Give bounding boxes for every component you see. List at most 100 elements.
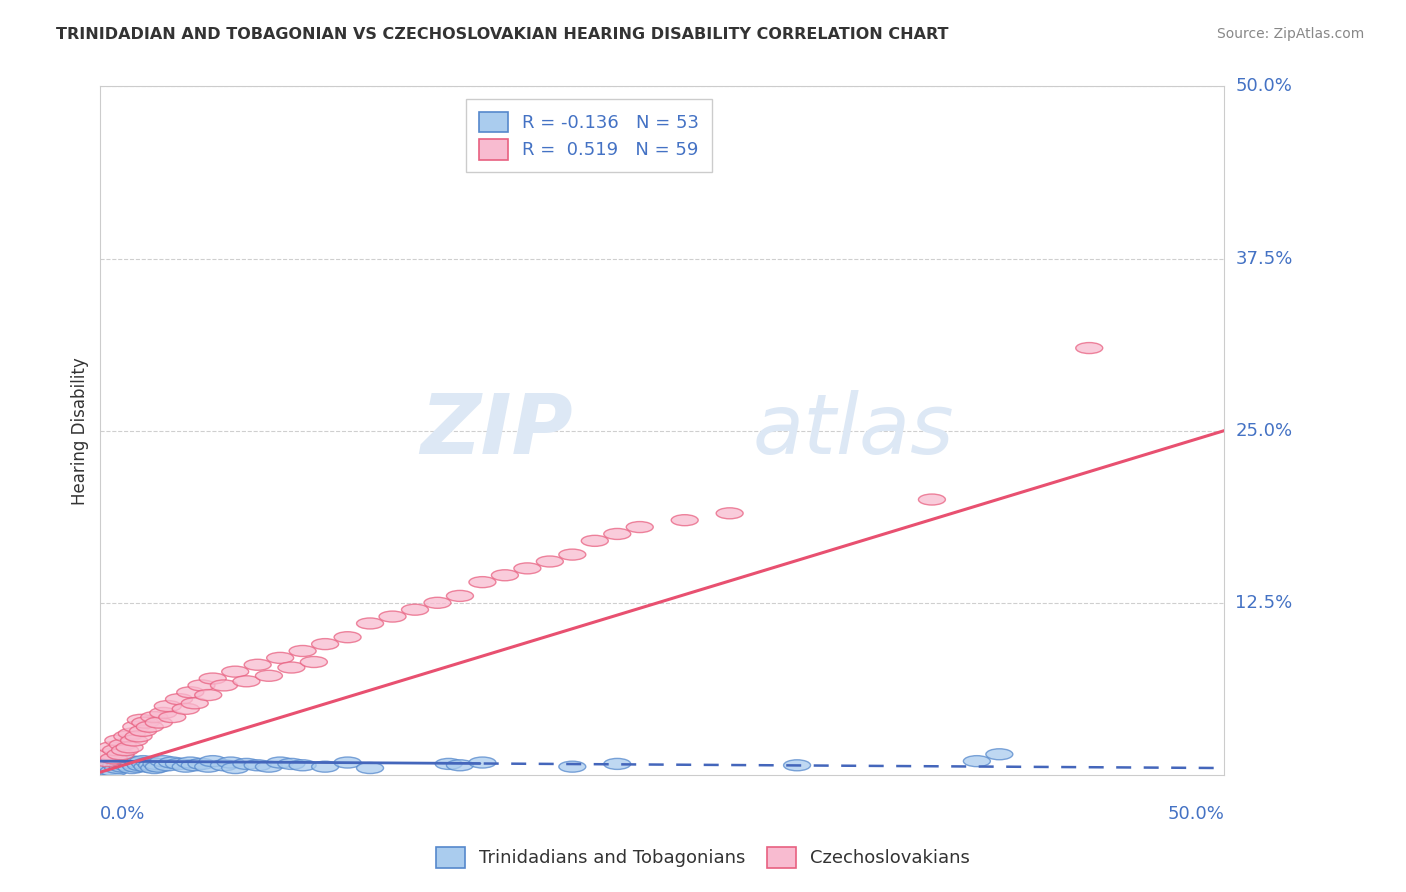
Ellipse shape: [132, 758, 159, 770]
Ellipse shape: [200, 756, 226, 766]
Ellipse shape: [134, 761, 162, 772]
Ellipse shape: [173, 761, 200, 772]
Ellipse shape: [132, 717, 159, 728]
Legend: R = -0.136   N = 53, R =  0.519   N = 59: R = -0.136 N = 53, R = 0.519 N = 59: [467, 99, 711, 172]
Ellipse shape: [177, 757, 204, 768]
Text: 50.0%: 50.0%: [1167, 805, 1225, 823]
Ellipse shape: [136, 722, 163, 732]
Ellipse shape: [159, 757, 186, 768]
Ellipse shape: [129, 725, 156, 737]
Ellipse shape: [114, 731, 141, 742]
Ellipse shape: [312, 761, 339, 772]
Ellipse shape: [222, 763, 249, 773]
Ellipse shape: [211, 760, 238, 771]
Ellipse shape: [111, 745, 139, 756]
Text: 0.0%: 0.0%: [100, 805, 146, 823]
Ellipse shape: [150, 707, 177, 718]
Ellipse shape: [103, 760, 129, 771]
Ellipse shape: [335, 757, 361, 768]
Ellipse shape: [105, 763, 132, 773]
Ellipse shape: [96, 748, 122, 760]
Ellipse shape: [117, 742, 143, 753]
Ellipse shape: [436, 758, 463, 770]
Ellipse shape: [188, 680, 215, 691]
Ellipse shape: [100, 765, 128, 776]
Ellipse shape: [380, 611, 406, 622]
Ellipse shape: [118, 728, 145, 739]
Ellipse shape: [117, 756, 143, 766]
Ellipse shape: [492, 570, 519, 581]
Ellipse shape: [312, 639, 339, 649]
Ellipse shape: [181, 698, 208, 709]
Ellipse shape: [290, 646, 316, 657]
Ellipse shape: [267, 757, 294, 768]
Legend: Trinidadians and Tobagonians, Czechoslovakians: Trinidadians and Tobagonians, Czechoslov…: [425, 836, 981, 879]
Ellipse shape: [122, 761, 150, 772]
Ellipse shape: [671, 515, 699, 525]
Ellipse shape: [470, 757, 496, 768]
Ellipse shape: [181, 760, 208, 771]
Text: atlas: atlas: [752, 390, 953, 471]
Ellipse shape: [195, 690, 222, 700]
Ellipse shape: [94, 764, 121, 775]
Ellipse shape: [256, 670, 283, 681]
Ellipse shape: [217, 757, 245, 768]
Ellipse shape: [1076, 343, 1102, 353]
Ellipse shape: [111, 757, 139, 768]
Ellipse shape: [166, 694, 193, 705]
Ellipse shape: [402, 604, 429, 615]
Ellipse shape: [121, 758, 148, 770]
Text: Source: ZipAtlas.com: Source: ZipAtlas.com: [1216, 27, 1364, 41]
Y-axis label: Hearing Disability: Hearing Disability: [72, 357, 89, 505]
Ellipse shape: [155, 760, 181, 771]
Ellipse shape: [357, 763, 384, 773]
Ellipse shape: [114, 760, 141, 771]
Ellipse shape: [125, 757, 152, 768]
Ellipse shape: [105, 735, 132, 746]
Text: 50.0%: 50.0%: [1236, 78, 1292, 95]
Ellipse shape: [128, 714, 155, 725]
Ellipse shape: [98, 742, 125, 753]
Ellipse shape: [290, 760, 316, 771]
Ellipse shape: [110, 739, 136, 750]
Text: TRINIDADIAN AND TOBAGONIAN VS CZECHOSLOVAKIAN HEARING DISABILITY CORRELATION CHA: TRINIDADIAN AND TOBAGONIAN VS CZECHOSLOV…: [56, 27, 949, 42]
Ellipse shape: [581, 535, 609, 546]
Ellipse shape: [335, 632, 361, 643]
Ellipse shape: [447, 591, 474, 601]
Ellipse shape: [256, 761, 283, 772]
Ellipse shape: [626, 522, 654, 533]
Text: 37.5%: 37.5%: [1236, 250, 1292, 268]
Text: 25.0%: 25.0%: [1236, 422, 1292, 440]
Ellipse shape: [233, 676, 260, 687]
Ellipse shape: [98, 761, 125, 772]
Ellipse shape: [141, 712, 167, 723]
Ellipse shape: [603, 758, 631, 770]
Ellipse shape: [145, 717, 173, 728]
Ellipse shape: [128, 760, 155, 771]
Ellipse shape: [278, 758, 305, 770]
Ellipse shape: [267, 652, 294, 664]
Ellipse shape: [716, 508, 744, 519]
Ellipse shape: [155, 700, 181, 712]
Ellipse shape: [125, 731, 152, 742]
Ellipse shape: [513, 563, 541, 574]
Ellipse shape: [145, 761, 173, 772]
Ellipse shape: [166, 758, 193, 770]
Ellipse shape: [107, 758, 134, 770]
Ellipse shape: [122, 722, 150, 732]
Ellipse shape: [301, 657, 328, 667]
Ellipse shape: [121, 735, 148, 746]
Ellipse shape: [136, 757, 163, 768]
Ellipse shape: [177, 687, 204, 698]
Ellipse shape: [558, 761, 586, 772]
Ellipse shape: [470, 576, 496, 588]
Ellipse shape: [447, 760, 474, 771]
Ellipse shape: [103, 745, 129, 756]
Ellipse shape: [118, 763, 145, 773]
Ellipse shape: [783, 760, 810, 771]
Ellipse shape: [200, 673, 226, 684]
Ellipse shape: [143, 758, 170, 770]
Ellipse shape: [357, 618, 384, 629]
Ellipse shape: [425, 598, 451, 608]
Ellipse shape: [278, 662, 305, 673]
